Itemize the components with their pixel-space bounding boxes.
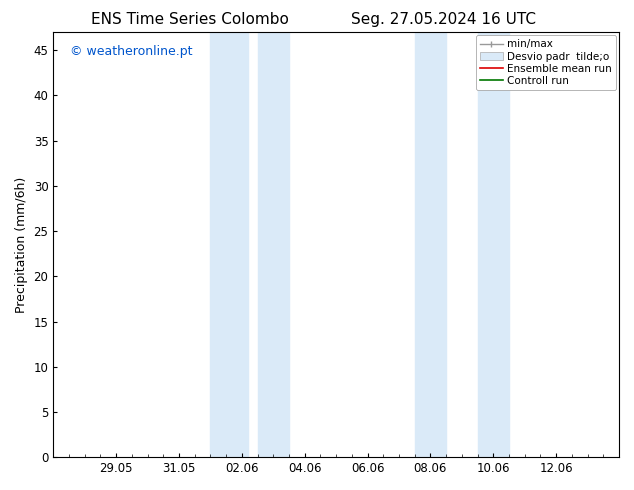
Legend: min/max, Desvio padr  tilde;o, Ensemble mean run, Controll run: min/max, Desvio padr tilde;o, Ensemble m… xyxy=(476,35,616,90)
Y-axis label: Precipitation (mm/6h): Precipitation (mm/6h) xyxy=(15,176,28,313)
Bar xyxy=(477,32,509,457)
Bar xyxy=(257,32,289,457)
Bar xyxy=(415,32,446,457)
Bar xyxy=(210,32,248,457)
Text: © weatheronline.pt: © weatheronline.pt xyxy=(70,45,193,58)
Text: ENS Time Series Colombo: ENS Time Series Colombo xyxy=(91,12,289,27)
Text: Seg. 27.05.2024 16 UTC: Seg. 27.05.2024 16 UTC xyxy=(351,12,536,27)
